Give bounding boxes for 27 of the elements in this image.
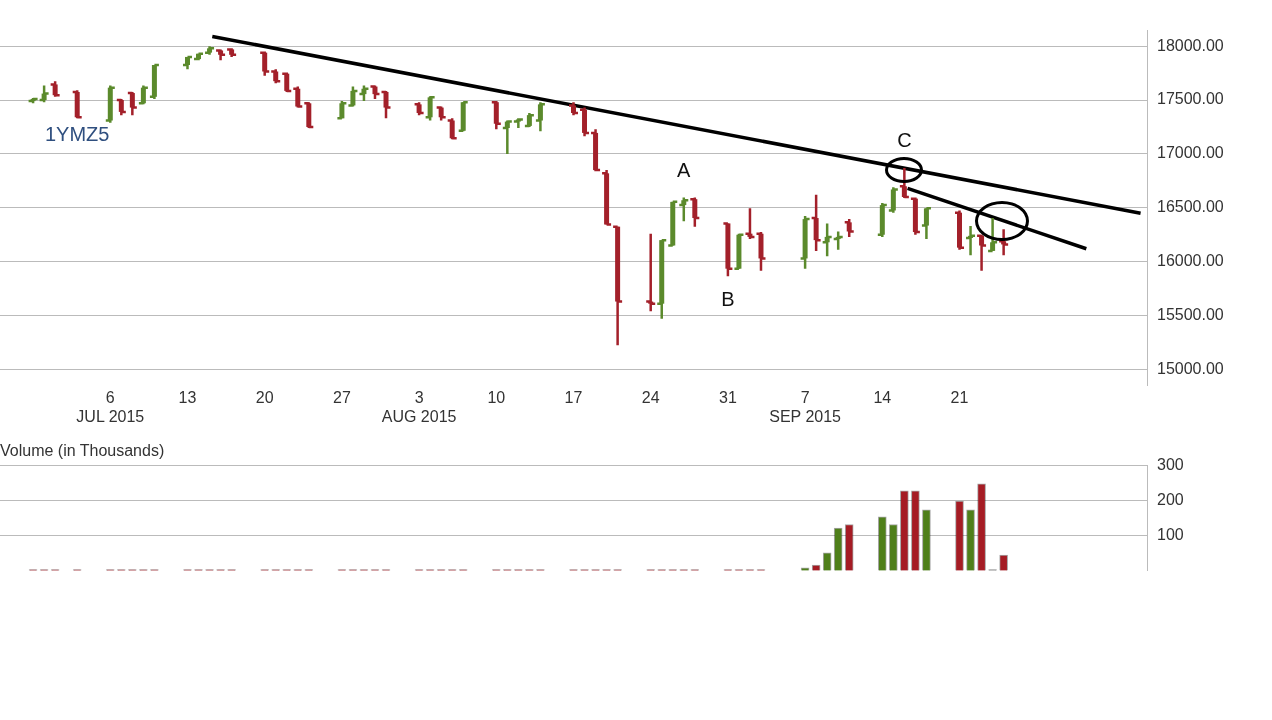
annotation: A — [677, 159, 692, 182]
chart-title: Volume (in Thousands) — [0, 442, 165, 460]
x-tick-label: 17 — [564, 388, 583, 406]
y-tick-label: 18000.00 — [1157, 36, 1224, 54]
x-tick-label: 7 SEP 2015 — [769, 388, 842, 425]
x-tick-label: 6 JUL 2015 — [76, 388, 145, 425]
y-tick-label: 17500.00 — [1157, 90, 1224, 108]
x-tick-label: 27 — [333, 388, 351, 406]
x-tick-label: 10 — [487, 388, 506, 406]
x-tick-label: 13 — [178, 388, 197, 406]
y-tick-label: 300 — [1157, 455, 1184, 473]
y-tick-label: 15500.00 — [1157, 305, 1224, 323]
y-tick-label: 16000.00 — [1157, 252, 1224, 270]
y-tick-label: 16500.00 — [1157, 198, 1224, 216]
y-tick-label: 15000.00 — [1157, 359, 1224, 377]
annotation: B — [721, 287, 735, 310]
x-tick-label: 24 — [641, 388, 660, 406]
y-tick-label: 200 — [1157, 490, 1184, 508]
x-tick-label: 20 — [255, 388, 274, 406]
annotation: C — [897, 129, 912, 152]
x-tick-label: 31 — [719, 388, 737, 406]
annotation: 1YMZ5 — [45, 122, 110, 145]
x-tick-label: 14 — [873, 388, 892, 406]
y-tick-label: 100 — [1157, 525, 1184, 543]
x-tick-label: 21 — [950, 388, 969, 406]
x-tick-label: 3 AUG 2015 — [381, 388, 457, 425]
y-tick-label: 17000.00 — [1157, 144, 1224, 162]
